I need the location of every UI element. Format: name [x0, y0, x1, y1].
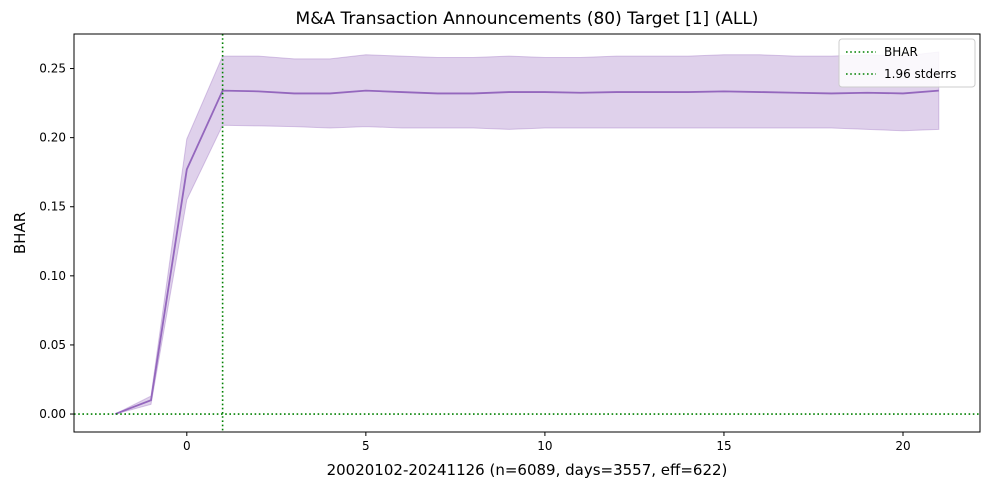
data-point	[795, 92, 797, 94]
data-point	[401, 91, 403, 93]
y-axis-label: BHAR	[11, 212, 29, 254]
axes-frame	[73, 33, 981, 433]
legend-label-stderrs: 1.96 stderrs	[884, 67, 956, 81]
legend: BHAR 1.96 stderrs	[838, 38, 976, 88]
data-point	[830, 92, 832, 94]
y-tick-label: 0.25	[39, 62, 66, 76]
data-point	[365, 90, 367, 92]
y-tick-label: 0.10	[39, 269, 66, 283]
data-point	[723, 90, 725, 92]
data-point	[329, 92, 331, 94]
x-axis-ticks: 0 5 10 15 20	[183, 432, 911, 453]
x-tick-label: 20	[895, 439, 910, 453]
legend-label-bhar: BHAR	[884, 45, 918, 59]
data-point	[938, 90, 940, 92]
data-point	[687, 91, 689, 93]
data-point	[186, 168, 188, 170]
bhar-line	[114, 89, 939, 415]
y-tick-label: 0.05	[39, 338, 66, 352]
data-point	[866, 92, 868, 94]
data-point	[544, 91, 546, 93]
legend-box	[838, 38, 976, 88]
data-point	[616, 91, 618, 93]
data-point	[651, 91, 653, 93]
x-tick-label: 0	[183, 439, 191, 453]
data-point	[150, 399, 152, 401]
y-tick-label: 0.00	[39, 407, 66, 421]
plot-area	[74, 34, 980, 432]
data-point	[293, 92, 295, 94]
x-tick-label: 10	[537, 439, 552, 453]
data-point	[759, 91, 761, 93]
y-axis-ticks: 0.00 0.05 0.10 0.15 0.20 0.25	[39, 62, 74, 421]
x-axis-label: 20020102-20241126 (n=6089, days=3557, ef…	[327, 461, 728, 479]
chart-title: M&A Transaction Announcements (80) Targe…	[296, 9, 759, 29]
data-point	[436, 92, 438, 94]
x-tick-label: 5	[362, 439, 370, 453]
data-point	[114, 413, 116, 415]
confidence-band	[114, 51, 940, 415]
data-point	[902, 92, 904, 94]
data-point	[508, 91, 510, 93]
y-tick-label: 0.20	[39, 131, 66, 145]
y-tick-label: 0.15	[39, 200, 66, 214]
data-point	[580, 92, 582, 94]
x-tick-label: 15	[716, 439, 731, 453]
data-point	[472, 92, 474, 94]
data-point	[257, 90, 259, 92]
